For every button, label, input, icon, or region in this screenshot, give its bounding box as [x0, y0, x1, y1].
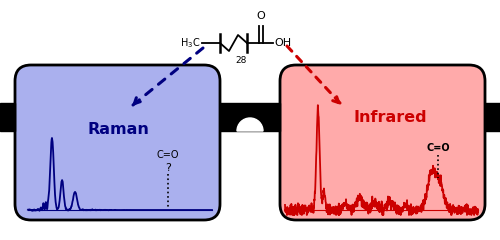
Bar	[220, 103, 280, 131]
Text: C=O: C=O	[426, 143, 450, 153]
Bar	[485, 103, 500, 131]
FancyBboxPatch shape	[15, 65, 220, 220]
Text: ?: ?	[165, 163, 171, 173]
FancyBboxPatch shape	[280, 65, 485, 220]
Wedge shape	[237, 118, 263, 131]
Text: Infrared: Infrared	[353, 110, 427, 126]
Text: C=O: C=O	[157, 150, 179, 160]
Text: H$_3$C: H$_3$C	[180, 36, 200, 50]
Text: O: O	[256, 11, 266, 21]
Text: 28: 28	[236, 56, 246, 65]
Text: OH: OH	[274, 38, 291, 48]
Bar	[0, 103, 15, 131]
Text: Raman: Raman	[87, 122, 149, 138]
